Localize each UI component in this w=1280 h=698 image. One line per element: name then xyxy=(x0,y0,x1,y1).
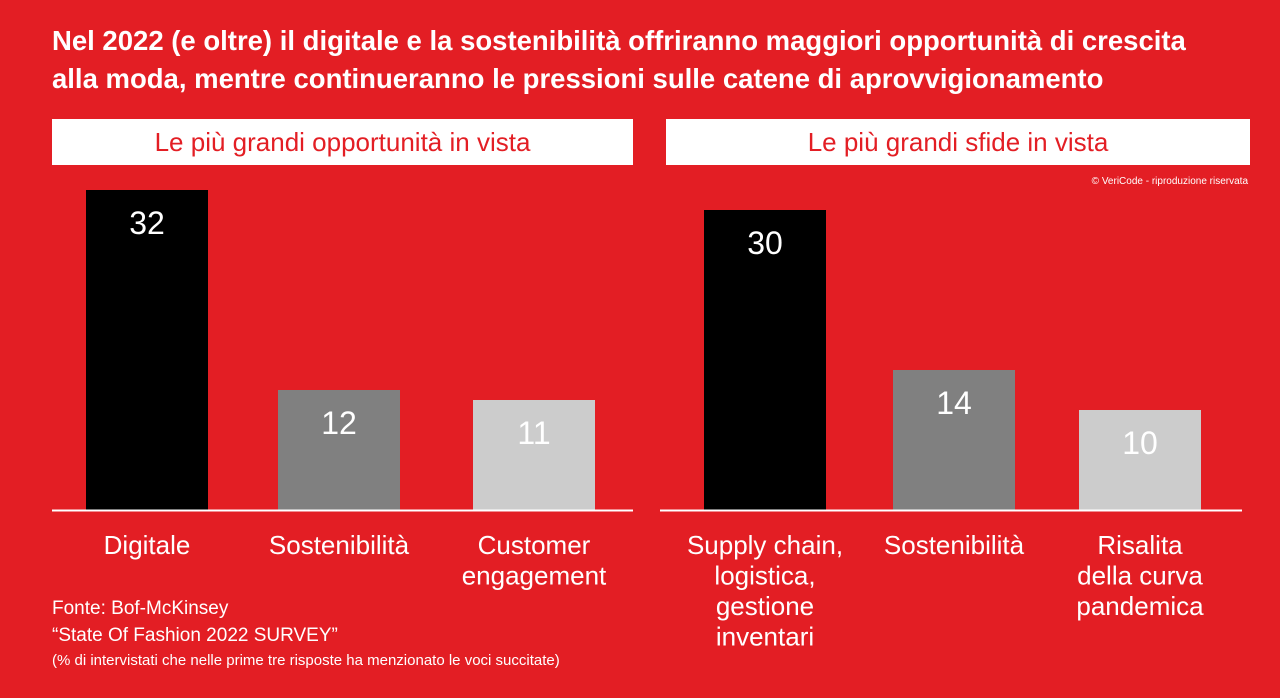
bar-value-label-1-1: 14 xyxy=(936,385,972,421)
bar-1-2 xyxy=(1079,410,1201,510)
bar-0-1 xyxy=(278,390,400,510)
bar-1-0 xyxy=(704,210,826,510)
survey-note: (% di intervistati che nelle prime tre r… xyxy=(52,652,560,669)
category-label-1-1-0: Sostenibilità xyxy=(884,530,1025,560)
category-label-1-0-1: logistica, xyxy=(714,561,815,591)
source-line-1: Fonte: Bof-McKinsey xyxy=(52,598,229,619)
category-label-1-2-0: Risalita xyxy=(1097,530,1183,560)
category-label-1-0-3: inventari xyxy=(716,622,814,652)
category-label-1-0-0: Supply chain, xyxy=(687,530,843,560)
category-label-0-0-0: Digitale xyxy=(104,530,191,560)
right-panel-header: Le più grandi sfide in vista xyxy=(666,119,1250,165)
category-label-1-2-1: della curva xyxy=(1077,561,1203,591)
bar-value-label-0-2: 11 xyxy=(517,415,550,451)
category-label-1-0-2: gestione xyxy=(716,591,814,621)
bar-1-1 xyxy=(893,370,1015,510)
category-label-0-2-1: engagement xyxy=(462,561,607,591)
title-line-2: alla moda, mentre continueranno le press… xyxy=(52,63,1104,94)
bar-0-2 xyxy=(473,400,595,510)
category-label-0-1-0: Sostenibilità xyxy=(269,530,410,560)
bar-value-label-1-0: 30 xyxy=(747,225,783,261)
title-line-1: Nel 2022 (e oltre) il digitale e la sost… xyxy=(52,25,1186,56)
left-panel-header: Le più grandi opportunità in vista xyxy=(52,119,633,165)
bar-value-label-1-2: 10 xyxy=(1122,425,1158,461)
bar-value-label-0-0: 32 xyxy=(129,205,165,241)
source-line-2: “State Of Fashion 2022 SURVEY” xyxy=(52,625,338,646)
bar-0-0 xyxy=(86,190,208,510)
copyright-note: © VeriCode - riproduzione riservata xyxy=(1091,176,1248,187)
bar-value-label-0-1: 12 xyxy=(321,405,357,441)
category-label-0-2-0: Customer xyxy=(478,530,591,560)
page-title: Nel 2022 (e oltre) il digitale e la sost… xyxy=(52,22,1252,98)
category-label-1-2-2: pandemica xyxy=(1076,591,1204,621)
